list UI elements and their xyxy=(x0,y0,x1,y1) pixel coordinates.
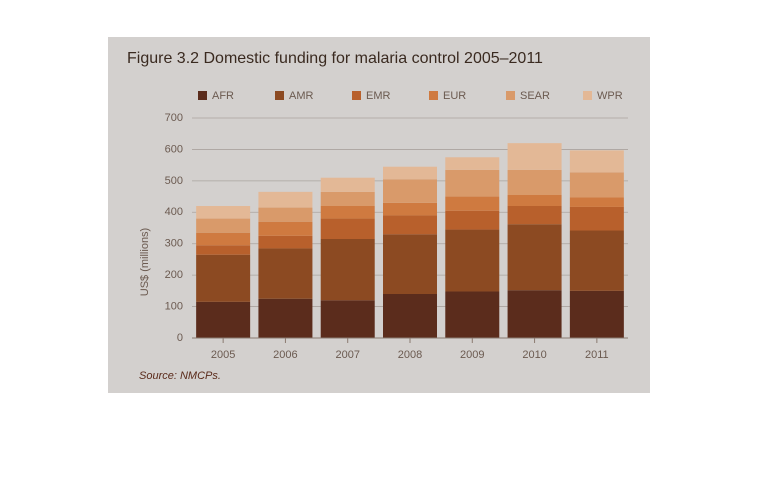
bar-segment xyxy=(196,206,251,219)
y-tick-label: 200 xyxy=(165,269,183,281)
y-axis-label: US$ (millions) xyxy=(139,228,151,296)
bar-segment xyxy=(445,169,500,197)
bar-segment xyxy=(196,254,251,302)
y-tick-label: 0 xyxy=(177,332,183,344)
bar-segment xyxy=(569,150,624,173)
x-tick-label: 2007 xyxy=(335,349,359,361)
legend-swatch xyxy=(429,91,438,100)
bar-segment xyxy=(258,298,313,338)
x-tick-label: 2009 xyxy=(460,349,484,361)
bar-segment xyxy=(507,195,562,206)
legend-swatch xyxy=(275,91,284,100)
bar-segment xyxy=(320,177,375,192)
bar-segment xyxy=(507,290,562,338)
bar-segment xyxy=(383,215,437,235)
bar-segment xyxy=(383,202,437,216)
x-tick-label: 2011 xyxy=(585,349,609,361)
bar-segment xyxy=(320,206,375,219)
legend-label: SEAR xyxy=(520,90,550,102)
legend-label: EMR xyxy=(366,90,391,102)
bar-segment xyxy=(258,235,313,249)
bar-segment xyxy=(569,172,624,198)
y-tick-label: 400 xyxy=(165,206,183,218)
bar-segment xyxy=(320,239,375,301)
bar-segment xyxy=(569,197,624,207)
bar-segment xyxy=(507,143,562,170)
bar-segment xyxy=(196,301,251,338)
bar-segment xyxy=(507,169,562,195)
bar-segment xyxy=(569,290,624,338)
y-tick-label: 500 xyxy=(165,175,183,187)
bar-segment xyxy=(196,245,251,255)
bar-segment xyxy=(320,218,375,239)
bar-segment xyxy=(507,206,562,225)
x-tick-label: 2005 xyxy=(211,349,235,361)
chart-title: Figure 3.2 Domestic funding for malaria … xyxy=(127,50,543,67)
y-tick-label: 100 xyxy=(165,300,183,312)
y-tick-label: 700 xyxy=(165,112,183,124)
bar-segment xyxy=(445,291,500,338)
bar-segment xyxy=(569,230,624,291)
bar-segment xyxy=(383,234,437,294)
bar-segment xyxy=(258,191,313,208)
y-tick-label: 300 xyxy=(165,238,183,250)
legend-swatch xyxy=(583,91,592,100)
bar-segment xyxy=(507,224,562,291)
bar-segment xyxy=(196,232,251,246)
bar-segment xyxy=(569,206,624,231)
bar-segment xyxy=(383,179,437,203)
legend-label: AFR xyxy=(212,90,234,102)
legend-label: WPR xyxy=(597,90,623,102)
bar-segment xyxy=(320,191,375,206)
bar-segment xyxy=(445,196,500,211)
legend-label: EUR xyxy=(443,90,466,102)
bar-segment xyxy=(383,166,437,180)
bar-segment xyxy=(196,218,251,233)
bar-segment xyxy=(258,248,313,299)
legend-label: AMR xyxy=(289,90,314,102)
legend-swatch xyxy=(198,91,207,100)
x-tick-label: 2010 xyxy=(522,349,546,361)
x-tick-label: 2008 xyxy=(398,349,422,361)
legend-swatch xyxy=(352,91,361,100)
bar-segment xyxy=(445,210,500,230)
source-note: Source: NMCPs. xyxy=(139,370,221,382)
bar-segment xyxy=(320,300,375,338)
bar-segment xyxy=(258,221,313,236)
legend-swatch xyxy=(506,91,515,100)
x-tick-label: 2006 xyxy=(273,349,297,361)
bar-segment xyxy=(445,157,500,170)
bar-segment xyxy=(258,207,313,222)
y-tick-label: 600 xyxy=(165,143,183,155)
bar-segment xyxy=(445,229,500,292)
bar-segment xyxy=(383,294,437,338)
